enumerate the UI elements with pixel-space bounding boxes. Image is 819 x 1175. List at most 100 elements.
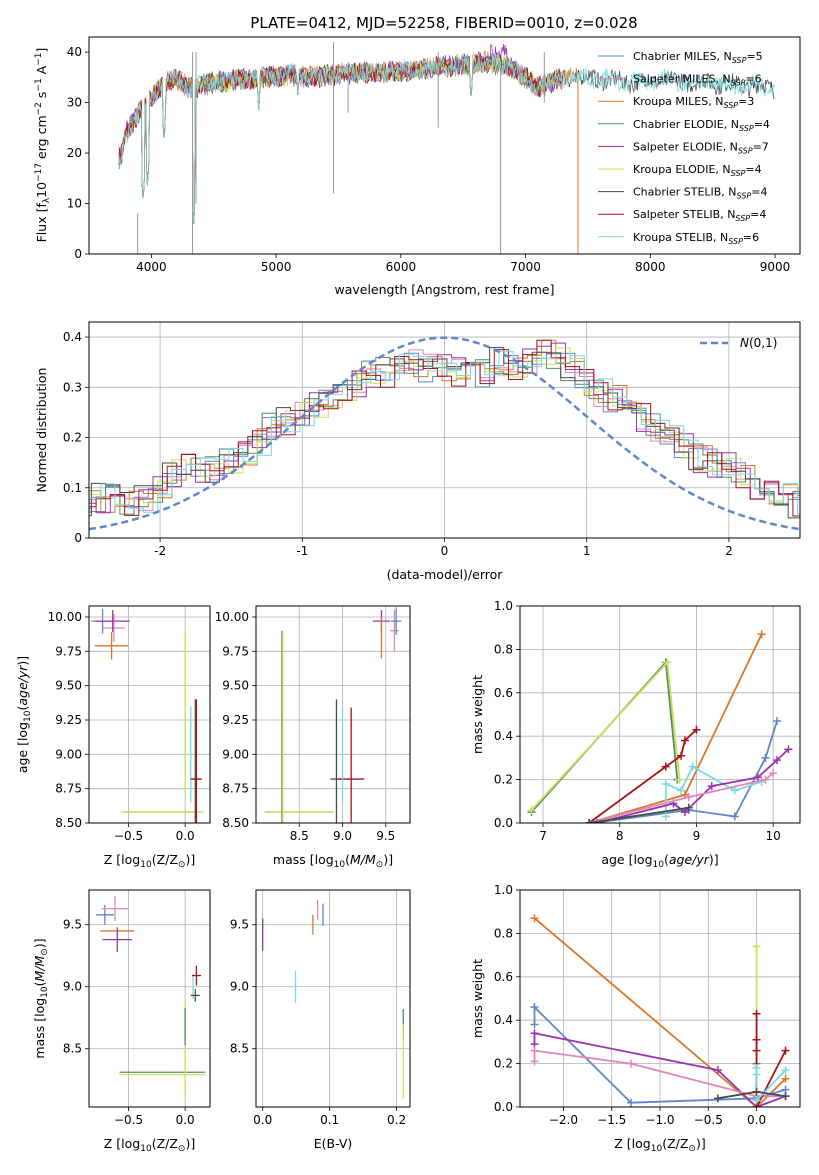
legend-label-gaussian: N(0,1) [740, 336, 777, 350]
legend-label-se: Salpeter ELODIE, NSSP=7 [633, 140, 769, 155]
weight-line-ce [530, 660, 679, 813]
figure-title: PLATE=0412, MJD=52258, FIBERID=0010, z=0… [250, 14, 637, 32]
histogram-km [89, 339, 800, 513]
weight-marker-ss [677, 751, 686, 760]
weight-marker-ks [752, 1096, 761, 1105]
weight-marker-se [707, 782, 716, 791]
x-axis-label: Z [log10(Z/Z⊙)] [614, 1136, 705, 1154]
weight-line-km [533, 917, 787, 1107]
axes-frame [519, 605, 801, 824]
x-tick-label: 0.0 [176, 1113, 195, 1127]
y-tick-label: 0.0 [494, 1100, 513, 1114]
weight-lines [527, 630, 793, 823]
x-tick-label: 0.0 [253, 1113, 272, 1127]
x-tick-label: 5000 [261, 260, 292, 274]
y-tick-label: 8.50 [55, 816, 82, 830]
legend-label-sm: Salpeter MILES, NSSP=6 [633, 73, 762, 88]
y-tick-label: 20 [67, 146, 82, 160]
weight-marker-cm [730, 812, 739, 821]
x-tick-label: -1 [296, 544, 308, 558]
weight-marker-se [530, 1029, 539, 1038]
weight-marker-sm [769, 769, 778, 778]
y-tick-label: 0.0 [494, 816, 513, 830]
weight-marker-sm [627, 1059, 636, 1068]
axes-frame [88, 36, 801, 255]
y-axis-label-group: age [log10(age/yr)] [15, 656, 33, 773]
axes-frame [255, 605, 411, 824]
weight-marker-km [757, 630, 766, 639]
histogram-ce [89, 356, 800, 515]
x-tick-label: 8 [616, 829, 624, 843]
y-tick-label: 8.5 [63, 1042, 82, 1056]
histogram-ke [89, 347, 800, 506]
axes-frame [88, 889, 211, 1108]
axes-frame [255, 889, 411, 1108]
weight-marker-ss [752, 1046, 761, 1055]
axes-frame [519, 889, 801, 1108]
y-tick-label: 1.0 [494, 599, 513, 613]
weight-marker-ke [675, 775, 684, 784]
y-tick-label: 0.4 [494, 729, 513, 743]
weight-marker-ke [527, 805, 536, 814]
y-tick-label: 9.0 [63, 980, 82, 994]
y-axis-label: mass weight [470, 959, 485, 1038]
y-axis-label: Flux [fλ10−17 erg cm−2 s−1 A−1] [34, 48, 52, 243]
weight-marker-ss [781, 1046, 790, 1055]
y-axis-label: Normed distribution [34, 368, 49, 493]
x-tick-label: 0.0 [176, 829, 195, 843]
spectrum-panel: 4000 5000 6000 7000 8000 9000 0 10 20 30 40 wavelen… [34, 36, 801, 297]
y-tick-label: 0.3 [63, 380, 82, 394]
weight-marker-cm [530, 1020, 539, 1029]
y-axis-label: age [log10(age/yr)] [15, 656, 33, 773]
y-tick-label: 9.25 [222, 713, 249, 727]
x-tick-label: 6000 [386, 260, 417, 274]
y-tick-label: 10.00 [48, 610, 82, 624]
histogram-ks [89, 351, 800, 515]
x-tick-label: −0.5 [694, 1113, 723, 1127]
axes-frame [88, 321, 801, 539]
weight-marker-cs [585, 819, 594, 823]
x-tick-label: 7000 [510, 260, 541, 274]
x-tick-label: 8000 [635, 260, 666, 274]
y-tick-label: 0 [74, 531, 82, 545]
y-axis-label: mass [log10(M/M⊙)] [32, 938, 50, 1058]
weight-marker-cs [781, 1092, 790, 1101]
error-bars [264, 607, 402, 823]
weight-marker-cm [530, 1003, 539, 1012]
weight-marker-ss [692, 725, 701, 734]
x-tick-label: 8.5 [290, 829, 309, 843]
x-tick-label: 4000 [136, 260, 167, 274]
y-axis-label-group: mass weight [470, 675, 485, 754]
y-tick-label: 8.75 [222, 782, 249, 796]
mass-vs-ebv-panel: 0.0 0.1 0.2 8.5 9.0 9.5 E(B-V) [230, 889, 411, 1151]
x-tick-label: −0.5 [114, 1113, 143, 1127]
error-bars [91, 608, 205, 823]
x-tick-label: 7 [539, 829, 547, 843]
y-tick-label: 0.2 [494, 773, 513, 787]
weight-marker-sm [684, 792, 693, 801]
weight-marker-se [680, 808, 689, 817]
error-bars [262, 899, 404, 1099]
weight-marker-se [753, 773, 762, 782]
weight-marker-ss [680, 736, 689, 745]
histogram-ss [89, 339, 800, 517]
histogram-cs [89, 347, 800, 519]
x-tick-label: 0.2 [387, 1113, 406, 1127]
y-tick-label: 0.4 [494, 1013, 513, 1027]
weight-marker-sm [761, 775, 770, 784]
axes-frame [88, 605, 211, 824]
x-tick-label: 10 [766, 829, 781, 843]
y-axis-label-group: mass [log10(M/M⊙)] [32, 938, 50, 1058]
y-tick-label: 9.5 [63, 918, 82, 932]
x-tick-label: 9.5 [376, 829, 395, 843]
x-tick-label: 0.1 [320, 1113, 339, 1127]
x-axis-label: Z [log10(Z/Z⊙)] [104, 1136, 195, 1154]
y-tick-label: 9.0 [230, 980, 249, 994]
x-axis-label: (data-model)/error [387, 567, 504, 582]
x-tick-label: −1.0 [645, 1113, 674, 1127]
legend-label-cs: Chabrier STELIB, NSSP=4 [633, 186, 767, 201]
y-tick-label: 0.1 [63, 481, 82, 495]
y-tick-label: 0.2 [63, 431, 82, 445]
